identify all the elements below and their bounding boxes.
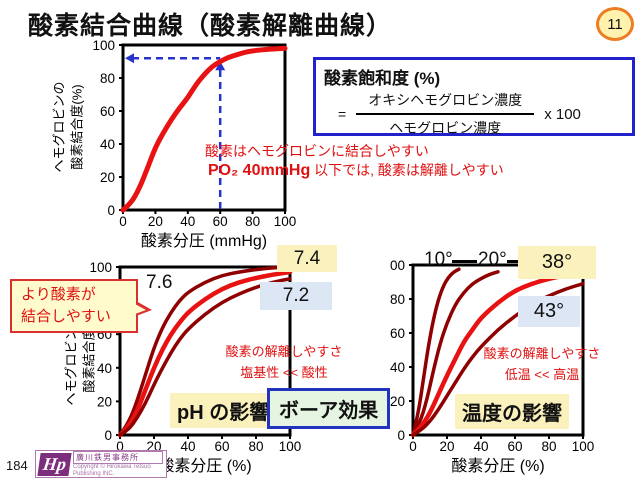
y-tick-label: 40 xyxy=(390,360,405,375)
temp-effect-highlight: 温度の影響 xyxy=(455,394,569,429)
x-tick-label: 0 xyxy=(409,439,417,454)
y-tick-label: 40 xyxy=(97,361,112,376)
page-number: 184 xyxy=(6,458,28,473)
temperature-effect-chart: 0 20 40 60 80 100 0 20 40 60 80 100 酸素分圧 (%) xyxy=(390,258,595,475)
po2-note: PO₂ 40mmHg 以下では, 酸素は解離しやすい xyxy=(208,160,504,180)
guide-arrow-up-icon xyxy=(215,61,226,71)
temp-label-connector-2 xyxy=(507,260,518,263)
curve-pH-7.6 xyxy=(118,265,292,437)
ph-curve-badge-7-2: 7.2 xyxy=(260,282,332,310)
temp-label-connector-1 xyxy=(452,260,477,263)
temp-label-20: 20° xyxy=(478,249,507,270)
y-tick-label: 40 xyxy=(100,137,115,152)
formula-denominator: ヘモグロビン濃度 xyxy=(389,120,502,136)
x-tick-label: 80 xyxy=(248,439,263,454)
x-tick-label: 100 xyxy=(572,439,595,454)
temp-dissociation-note-line2: 低温 << 高温 xyxy=(504,366,580,382)
y-tick-label: 0 xyxy=(107,203,115,218)
callout-more-binding: より酸素が 結合しやすい xyxy=(10,279,152,333)
x-tick-label: 100 xyxy=(274,214,297,229)
y-tick-label: 20 xyxy=(100,170,115,185)
ph-dissociation-note: 酸素の解離しやすさ 塩基性 << 酸性 xyxy=(198,342,370,384)
x-axis-label: 酸素分圧 (%) xyxy=(158,457,251,475)
y-tick-label: 80 xyxy=(100,71,115,86)
x-tick-label: 40 xyxy=(180,214,195,229)
saturation-formula-box: 酸素飽和度 (%) = オキシヘモグロビン濃度 ヘモグロビン濃度 x 100 xyxy=(313,57,635,136)
x-axis-label: 酸素分圧 (mmHg) xyxy=(141,232,267,250)
curve-pH-7.4 xyxy=(117,269,293,438)
curve-38deg xyxy=(410,269,586,438)
y-tick-label: 60 xyxy=(100,104,115,119)
slide-number-badge: 11 xyxy=(596,7,634,41)
ph-curve-label-7-6: 7.6 xyxy=(146,272,173,293)
y-tick-label: 20 xyxy=(97,394,112,409)
oxygen-binding-chart: 0 20 40 60 80 100 0 20 40 60 80 100 酸素分圧 (mmHg) xyxy=(92,40,297,250)
publisher-copyright: Copyright © Hirokawa Tetsuo Publishing I… xyxy=(73,463,151,477)
y-tick-label: 100 xyxy=(89,260,112,275)
ph-effect-highlight: pH の影響 xyxy=(170,393,277,428)
curve-10deg xyxy=(411,267,461,437)
curve-20deg xyxy=(411,270,500,437)
y-tick-label: 80 xyxy=(390,292,405,307)
plot-frame xyxy=(411,263,585,437)
x-tick-label: 40 xyxy=(473,439,488,454)
plot-frame xyxy=(121,43,287,212)
x-tick-label: 20 xyxy=(148,214,163,229)
x-tick-label: 0 xyxy=(119,214,127,229)
formula-equals: = xyxy=(338,106,347,122)
formula-fraction: オキシヘモグロビン濃度 ヘモグロビン濃度 xyxy=(356,90,535,138)
x-tick-label: 80 xyxy=(245,214,260,229)
hp-logo-icon: Hp xyxy=(37,452,72,476)
x-tick-label: 60 xyxy=(213,214,228,229)
formula-title: 酸素飽和度 (%) xyxy=(324,69,441,88)
formula-multiplier: x 100 xyxy=(544,105,581,123)
temp-badge-38: 38° xyxy=(518,246,596,279)
x-tick-label: 20 xyxy=(439,439,454,454)
curve-pH-7.2 xyxy=(118,277,292,437)
x-tick-label: 40 xyxy=(180,439,195,454)
y-tick-label: 0 xyxy=(104,428,112,443)
publisher-logo: Hp 廣川鉄男事務所 Copyright © Hirokawa Tetsuo P… xyxy=(35,450,168,478)
curve-oxygen-binding-curve xyxy=(120,45,288,213)
ph-curve-badge-7-4: 7.4 xyxy=(277,245,337,272)
po2-value: PO₂ 40mmHg xyxy=(208,162,311,179)
main-y-axis-label-line1: ヘモグロビンの xyxy=(51,81,67,173)
po2-note-rest: 以下では, 酸素は解離しやすい xyxy=(310,162,504,178)
y-tick-label: 0 xyxy=(397,428,405,443)
x-tick-label: 80 xyxy=(541,439,556,454)
ph-dissociation-note-line2: 塩基性 << 酸性 xyxy=(240,364,328,380)
x-axis-label: 酸素分圧 (%) xyxy=(451,457,544,475)
temp-label-10: 10° xyxy=(424,249,453,270)
plot-frame xyxy=(118,265,292,437)
x-tick-label: 0 xyxy=(116,439,124,454)
binding-note: 酸素はヘモグロビンに結合しやすい xyxy=(205,143,429,159)
y-tick-label: 100 xyxy=(92,40,115,53)
page-title: 酸素結合曲線（酸素解離曲線） xyxy=(28,12,393,40)
main-y-axis-label-line2: 酸素結合度(%) xyxy=(69,84,84,170)
y-tick-label: 60 xyxy=(390,326,405,341)
temp-badge-43: 43° xyxy=(518,296,580,327)
y-tick-label: 20 xyxy=(390,394,405,409)
callout-line1: より酸素が xyxy=(21,286,96,303)
x-tick-label: 60 xyxy=(214,439,229,454)
x-tick-label: 60 xyxy=(507,439,522,454)
callout-line2: 結合しやすい xyxy=(21,307,111,325)
bohr-effect-box: ボーア効果 xyxy=(267,388,391,429)
temp-dissociation-note: 酸素の解離しやすさ 低温 << 高温 xyxy=(452,344,632,386)
temp-dissociation-note-line1: 酸素の解離しやすさ xyxy=(483,346,601,361)
formula-numerator: オキシヘモグロビン濃度 xyxy=(356,90,535,115)
x-tick-label: 100 xyxy=(279,439,302,454)
ph-dissociation-note-line1: 酸素の解離しやすさ xyxy=(225,344,343,359)
publisher-name: 廣川鉄男事務所 xyxy=(73,450,164,464)
y-tick-label: 100 xyxy=(390,258,405,273)
guide-arrow-left-icon xyxy=(125,53,134,64)
